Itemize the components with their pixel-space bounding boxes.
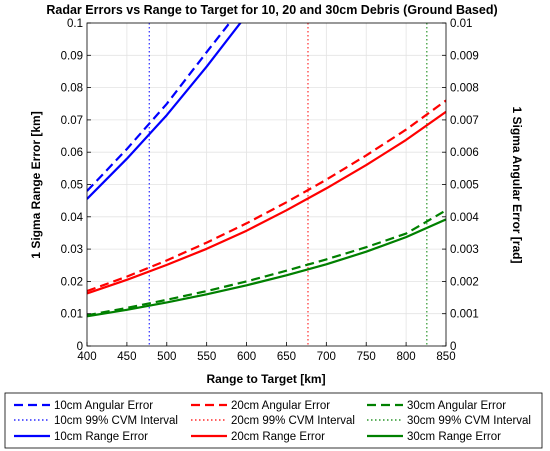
x-tick-label: 850 [436, 351, 455, 363]
series-10cm-range-error [87, 23, 242, 200]
y2-tick-label: 0.004 [450, 212, 479, 224]
y2-tick-label: 0.006 [450, 147, 479, 159]
series-30cm-range-error [87, 218, 446, 318]
legend-label: 30cm 99% CVM Interval [407, 415, 531, 427]
chart-title: Radar Errors vs Range to Target for 10, … [46, 3, 497, 17]
series-20cm-angular-error [87, 99, 446, 293]
y2-tick-label: 0 [450, 341, 456, 353]
y2-tick-label: 0.003 [450, 244, 479, 256]
y2-tick-label: 0.008 [450, 83, 479, 95]
x-tick-label: 650 [277, 351, 296, 363]
legend-label: 20cm 99% CVM Interval [231, 415, 355, 427]
y-axis-label: 1 Sigma Range Error [km] [29, 111, 43, 258]
series-lines [87, 23, 446, 318]
y-tick-label: 0.05 [61, 180, 83, 192]
x-tick-label: 450 [117, 351, 136, 363]
legend-label: 20cm Range Error [231, 431, 325, 443]
grid [87, 23, 446, 346]
y2-tick-label: 0.001 [450, 309, 479, 321]
y-tick-label: 0.01 [61, 309, 83, 321]
legend-box [4, 392, 543, 449]
y-tick-label: 0.06 [61, 147, 83, 159]
legend-label: 10cm 99% CVM Interval [54, 415, 178, 427]
y-tick-label: 0.02 [61, 276, 83, 288]
y-tick-label: 0.09 [61, 50, 83, 62]
x-tick-label: 600 [237, 351, 256, 363]
series-10cm-angular-error [87, 23, 231, 192]
x-tick-label: 400 [77, 351, 96, 363]
y-tick-label: 0.08 [61, 83, 83, 95]
y-tick-label: 0.04 [61, 212, 84, 224]
y-tick-label: 0.03 [61, 244, 83, 256]
y2-tick-label: 0.007 [450, 115, 479, 127]
x-tick-label: 500 [157, 351, 176, 363]
legend-label: 30cm Angular Error [407, 400, 506, 412]
legend-label: 30cm Range Error [407, 431, 501, 443]
legend-label: 10cm Range Error [54, 431, 148, 443]
y-tick-label: 0.07 [61, 115, 83, 127]
series-30cm-angular-error [87, 209, 446, 317]
y2-tick-label: 0.01 [450, 18, 472, 30]
legend: 10cm Angular Error 20cm Angular Error 30cm… [14, 400, 531, 443]
x-tick-label: 550 [197, 351, 216, 363]
y-tick-label: 0 [77, 341, 83, 353]
x-axis-label: Range to Target [km] [206, 372, 325, 386]
x-tick-label: 750 [357, 351, 376, 363]
y2-axis-label: 1 Sigma Angular Error [rad] [510, 107, 524, 264]
legend-label: 10cm Angular Error [54, 400, 153, 412]
series-20cm-range-error [87, 110, 446, 295]
interval-lines [148, 23, 428, 346]
y2-tick-label: 0.005 [450, 180, 479, 192]
x-tick-label: 800 [397, 351, 416, 363]
y-tick-label: 0.1 [67, 18, 83, 30]
tick-labels: 400 450 500 550 600 650 700 750 800 85000.010.020… [61, 18, 480, 363]
x-tick-label: 700 [317, 351, 336, 363]
y2-tick-label: 0.002 [450, 276, 479, 288]
legend-label: 20cm Angular Error [231, 400, 330, 412]
y2-tick-label: 0.009 [450, 50, 479, 62]
